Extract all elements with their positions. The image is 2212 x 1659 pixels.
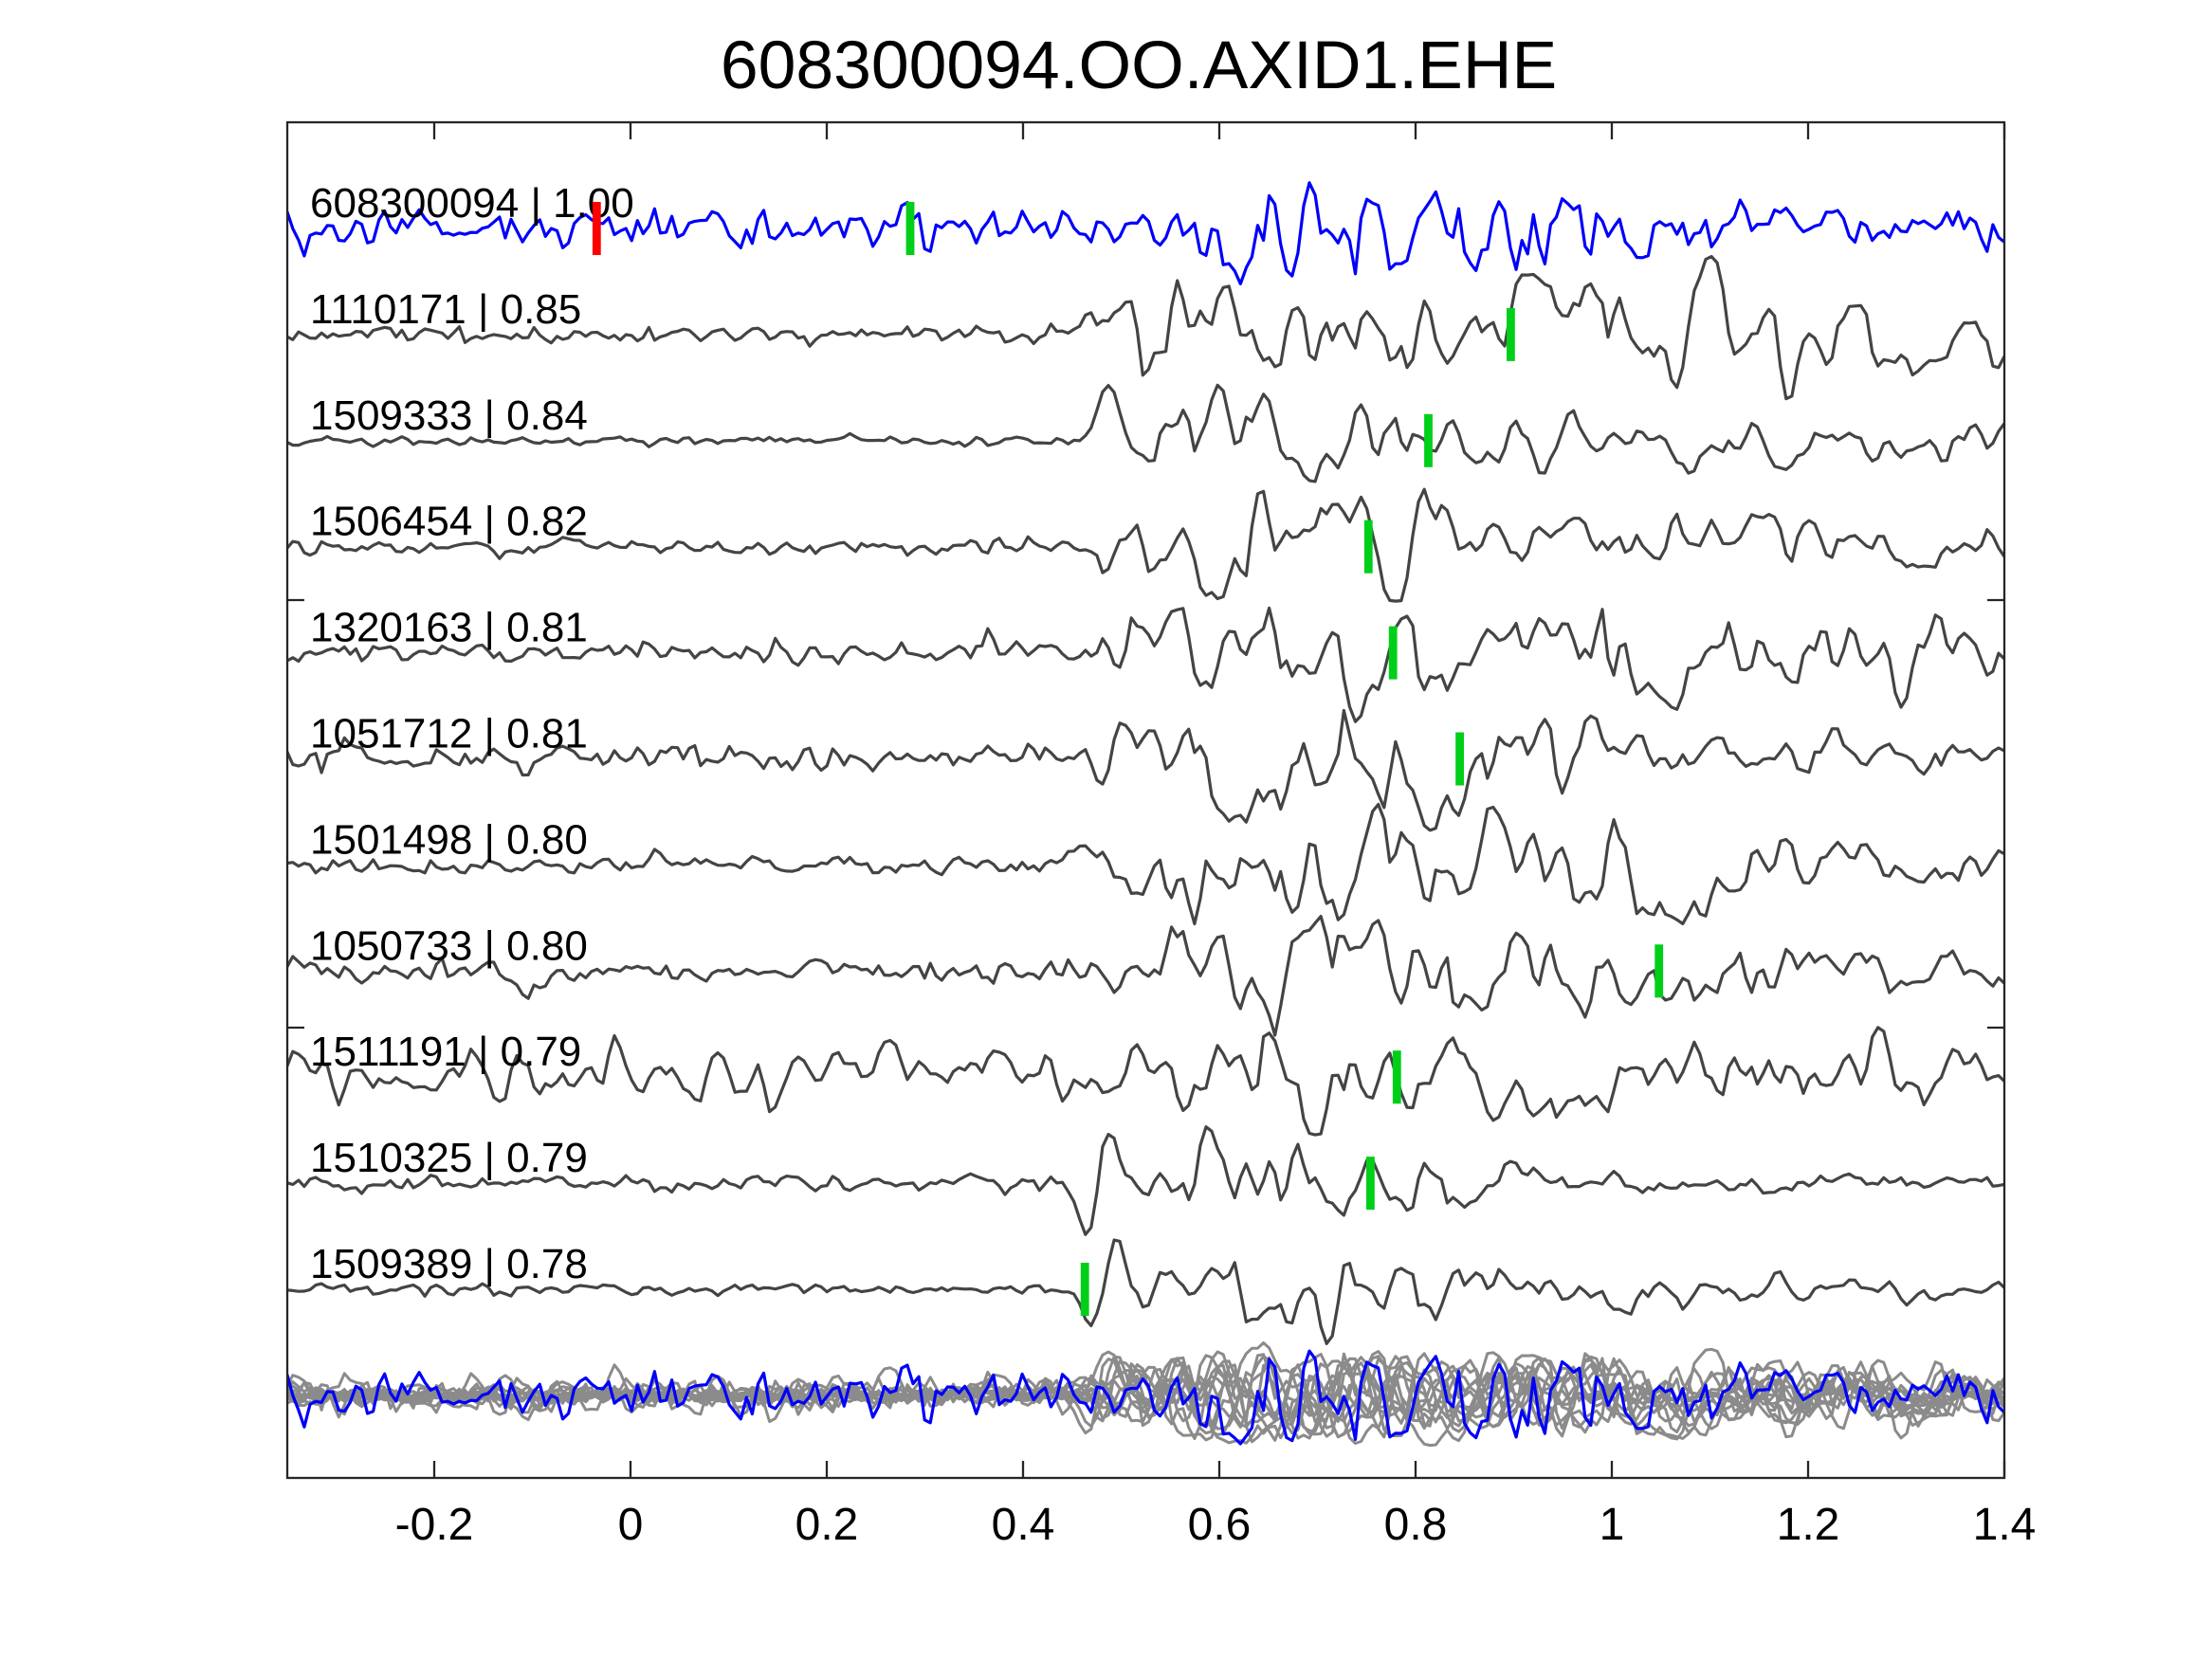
- svg-text:1.2: 1.2: [1777, 1500, 1840, 1550]
- svg-text:1511191 | 0.79: 1511191 | 0.79: [310, 1029, 581, 1075]
- svg-text:1051712 | 0.81: 1051712 | 0.81: [310, 711, 588, 757]
- svg-text:1050733 | 0.80: 1050733 | 0.80: [310, 922, 588, 969]
- svg-text:1509333 | 0.84: 1509333 | 0.84: [310, 392, 588, 439]
- svg-text:608300094.OO.AXID1.EHE: 608300094.OO.AXID1.EHE: [721, 27, 1557, 103]
- svg-text:1.4: 1.4: [1973, 1500, 2037, 1550]
- svg-text:1320163 | 0.81: 1320163 | 0.81: [310, 605, 588, 651]
- svg-text:-0.2: -0.2: [395, 1500, 474, 1550]
- svg-text:0.8: 0.8: [1384, 1500, 1448, 1550]
- svg-text:0.2: 0.2: [795, 1500, 859, 1550]
- svg-text:0.6: 0.6: [1188, 1500, 1252, 1550]
- svg-text:1510325 | 0.79: 1510325 | 0.79: [310, 1135, 588, 1181]
- svg-text:1501498 | 0.80: 1501498 | 0.80: [310, 816, 588, 863]
- svg-text:1509389 | 0.78: 1509389 | 0.78: [310, 1241, 588, 1287]
- svg-text:1506454 | 0.82: 1506454 | 0.82: [310, 499, 588, 545]
- svg-text:1110171 | 0.85: 1110171 | 0.85: [310, 286, 581, 333]
- svg-text:608300094 | 1.00: 608300094 | 1.00: [310, 180, 634, 227]
- svg-text:0: 0: [618, 1500, 644, 1550]
- svg-text:0.4: 0.4: [992, 1500, 1055, 1550]
- svg-text:1: 1: [1600, 1500, 1625, 1550]
